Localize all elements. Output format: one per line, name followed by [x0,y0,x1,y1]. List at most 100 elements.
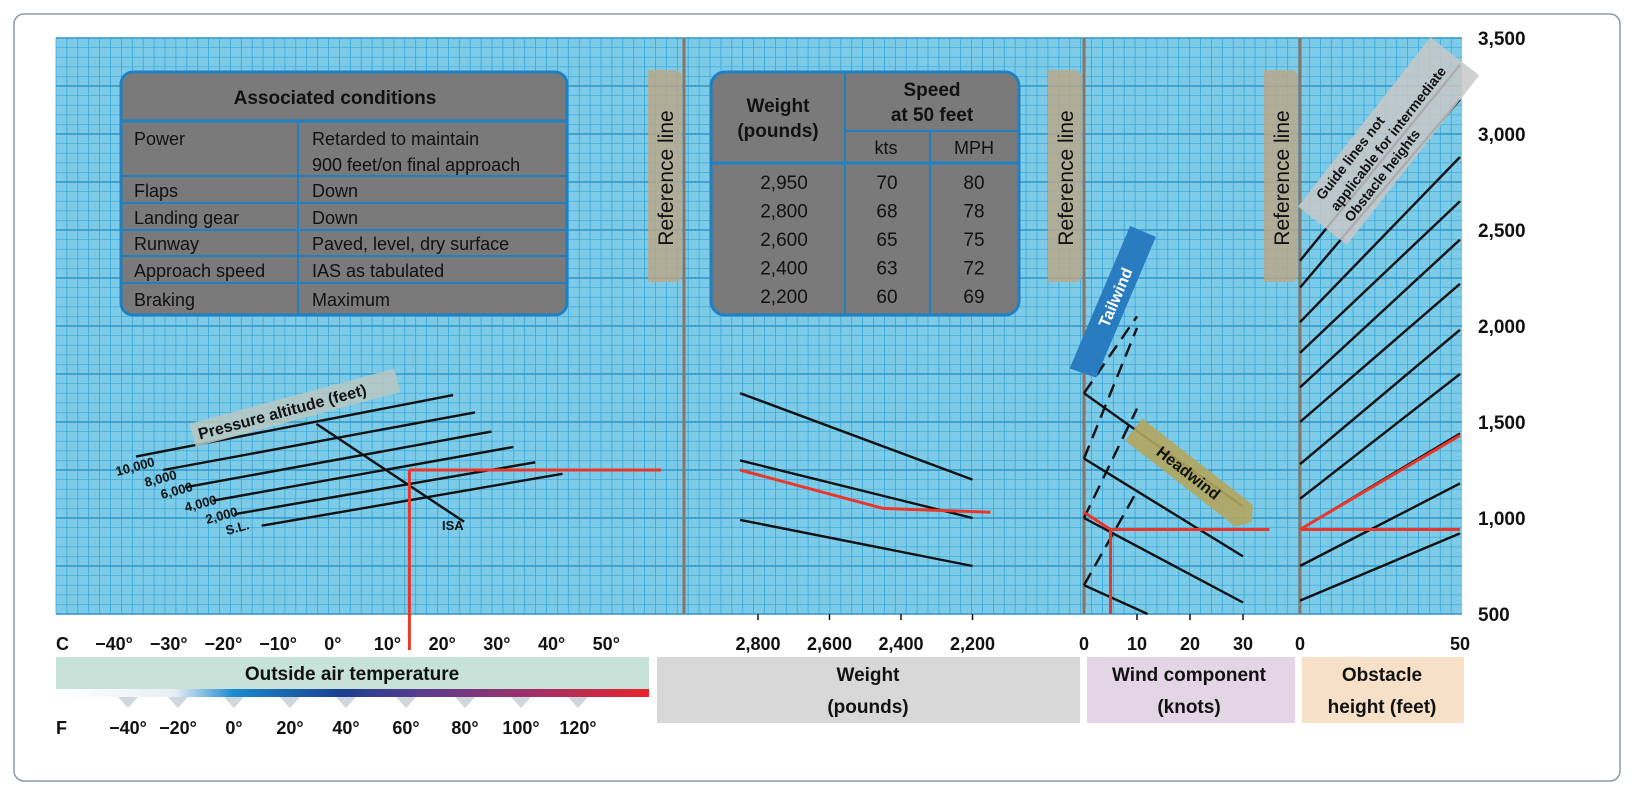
headwind-guide-line [1083,584,1149,616]
wind-axis-unit: (knots) [1157,697,1220,718]
celsius-tick-label: 20° [429,634,456,654]
weight-guide-line [739,518,973,568]
weight-header: Weight [747,96,811,117]
tailwind-band [1069,225,1156,378]
guide-note-bg [1298,37,1480,245]
weight-axis-title: Weight [837,665,901,686]
example-solution-path [407,434,1461,650]
tailwind-guide-line [1082,327,1139,459]
weight-band [657,657,1080,723]
conditions-table-title: Associated conditions [234,88,437,109]
fahrenheit-tick-label: 120° [559,718,596,738]
conditions-row-label: Landing gear [134,208,239,228]
temperature-band [56,657,649,689]
speed-table-mph: 80 [963,173,984,194]
fahrenheit-tick-label: 80° [451,718,478,738]
wind-tick-label: 20 [1180,634,1200,654]
celsius-tick-label: 40° [538,634,565,654]
pressure-altitude-line [135,393,454,458]
wind-tick-label: 0 [1079,634,1089,654]
obstacle-tick-label: 0 [1295,634,1305,654]
fahrenheit-marker [336,697,356,708]
reference-line-label: Reference line [1055,110,1078,245]
tailwind-guide-line [1083,315,1138,394]
y-tick-label: 2,000 [1478,317,1526,338]
celsius-tick-label: −40° [95,634,133,654]
speed-table-weight: 2,800 [760,202,808,223]
conditions-row-label: Braking [134,290,195,310]
fahrenheit-tick-label: 60° [392,718,419,738]
obstacle-guide-line [1299,482,1461,568]
y-tick-label: 1,500 [1478,413,1526,434]
celsius-tick-label: 30° [483,634,510,654]
speed-table-kts: 63 [876,259,897,280]
celsius-prefix: C [56,634,69,654]
conditions-row-label: Approach speed [134,261,265,281]
wind-tick-label: 30 [1233,634,1253,654]
celsius-tick-label: 50° [593,634,620,654]
fahrenheit-tick-label: 40° [332,718,359,738]
tailwind-guide-line [1082,408,1139,519]
isa-line [315,422,465,523]
conditions-row-value: IAS as tabulated [312,261,444,281]
conditions-row-value: Down [312,208,358,228]
solution-line [1299,434,1461,531]
celsius-tick-label: 10° [374,634,401,654]
fahrenheit-marker [396,697,416,708]
reference-lines: Reference line Reference line Reference li… [648,38,1302,614]
pressure-altitude-line [162,411,476,472]
weight-tick-label: 2,200 [950,634,995,654]
conditions-row-label: Runway [134,234,199,254]
fahrenheit-marker [511,697,531,708]
obstacle-guide-line [1299,328,1461,466]
fahrenheit-marker [224,697,244,708]
reference-line-label-tab [648,70,682,282]
fahrenheit-tick-label: 100° [502,718,539,738]
conditions-row-value: Paved, level, dry surface [312,234,509,254]
speed-header: Speed [903,80,960,101]
fahrenheit-marker [168,697,188,708]
speed-table-kts: 65 [876,230,897,251]
conditions-row-value: Maximum [312,290,390,310]
speed-table-weight: 2,950 [760,173,808,194]
fahrenheit-marker [118,697,138,708]
speed-table-kts: 70 [876,173,897,194]
celsius-tick-label: 0° [324,634,341,654]
conditions-row-value: Down [312,181,358,201]
weight-tick-label: 2,600 [807,634,852,654]
kts-header: kts [874,138,897,158]
celsius-tick-label: −10° [259,634,297,654]
pressure-altitude-label-bg [189,368,401,447]
fahrenheit-tick-label: 20° [276,718,303,738]
y-tick-label: 3,000 [1478,125,1526,146]
solution-line [739,468,991,514]
altitude-label: S.L. [224,517,251,538]
fahrenheit-marker [280,697,300,708]
conditions-row-label: Flaps [134,181,178,201]
weight-axis-unit: (pounds) [827,697,908,718]
speed-table-kts: 60 [876,287,897,308]
y-tick-label: 2,500 [1478,221,1526,242]
headwind-band [1125,418,1253,527]
fahrenheit-marker [455,697,475,708]
obstacle-guide-line [1299,373,1461,500]
weight-guide-line [739,459,973,520]
weight-header-unit: (pounds) [737,121,818,142]
obstacle-guide-line [1299,200,1461,354]
wind-axis-title: Wind component [1112,665,1267,686]
y-tick-label: 500 [1478,605,1510,626]
reference-line-label: Reference line [1271,110,1294,245]
obstacle-tick-label: 50 [1450,634,1470,654]
speed-table-kts: 68 [876,202,897,223]
speed-table-mph: 69 [963,287,984,308]
speed-header-sub: at 50 feet [891,105,974,126]
speed-table-weight: 2,400 [760,259,808,280]
fahrenheit-tick-label: −20° [159,718,197,738]
wind-band [1087,657,1295,723]
temperature-axis-title: Outside air temperature [245,664,459,685]
fahrenheit-tick-label: −40° [109,718,147,738]
y-tick-label: 1,000 [1478,509,1526,530]
pressure-altitude-line [212,445,514,502]
